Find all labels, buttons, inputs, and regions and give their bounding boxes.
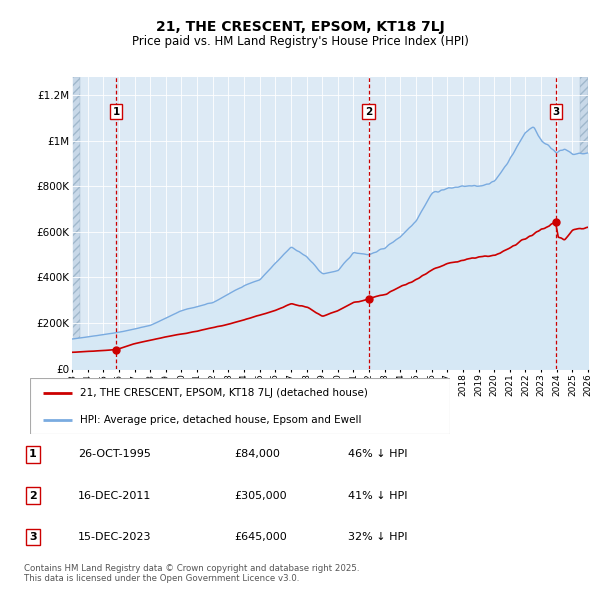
Text: 32% ↓ HPI: 32% ↓ HPI bbox=[348, 532, 407, 542]
Text: £84,000: £84,000 bbox=[234, 450, 280, 459]
Text: 3: 3 bbox=[553, 107, 560, 117]
FancyBboxPatch shape bbox=[30, 378, 450, 434]
Text: HPI: Average price, detached house, Epsom and Ewell: HPI: Average price, detached house, Epso… bbox=[80, 415, 362, 425]
Bar bbox=[580, 77, 588, 369]
Text: 1: 1 bbox=[112, 107, 120, 117]
Text: 2: 2 bbox=[29, 491, 37, 500]
Bar bbox=[72, 77, 80, 369]
Text: 41% ↓ HPI: 41% ↓ HPI bbox=[348, 491, 407, 500]
Text: £645,000: £645,000 bbox=[234, 532, 287, 542]
Text: 16-DEC-2011: 16-DEC-2011 bbox=[78, 491, 151, 500]
Text: 26-OCT-1995: 26-OCT-1995 bbox=[78, 450, 151, 459]
Text: Price paid vs. HM Land Registry's House Price Index (HPI): Price paid vs. HM Land Registry's House … bbox=[131, 35, 469, 48]
Text: 21, THE CRESCENT, EPSOM, KT18 7LJ (detached house): 21, THE CRESCENT, EPSOM, KT18 7LJ (detac… bbox=[80, 388, 368, 398]
Text: Contains HM Land Registry data © Crown copyright and database right 2025.
This d: Contains HM Land Registry data © Crown c… bbox=[24, 563, 359, 583]
Text: 21, THE CRESCENT, EPSOM, KT18 7LJ: 21, THE CRESCENT, EPSOM, KT18 7LJ bbox=[155, 19, 445, 34]
Text: 46% ↓ HPI: 46% ↓ HPI bbox=[348, 450, 407, 459]
Text: 1: 1 bbox=[29, 450, 37, 459]
Bar bbox=[72, 77, 80, 369]
Text: £305,000: £305,000 bbox=[234, 491, 287, 500]
Text: 3: 3 bbox=[29, 532, 37, 542]
Text: 2: 2 bbox=[365, 107, 372, 117]
Text: 15-DEC-2023: 15-DEC-2023 bbox=[78, 532, 151, 542]
Bar bbox=[580, 77, 588, 369]
